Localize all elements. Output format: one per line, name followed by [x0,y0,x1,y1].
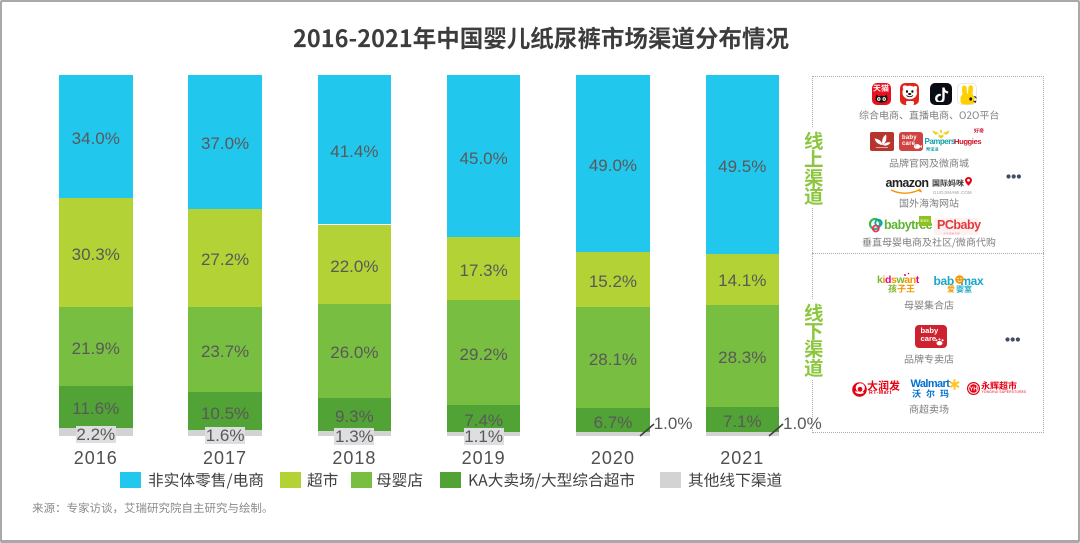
svg-text:YH: YH [970,387,978,393]
